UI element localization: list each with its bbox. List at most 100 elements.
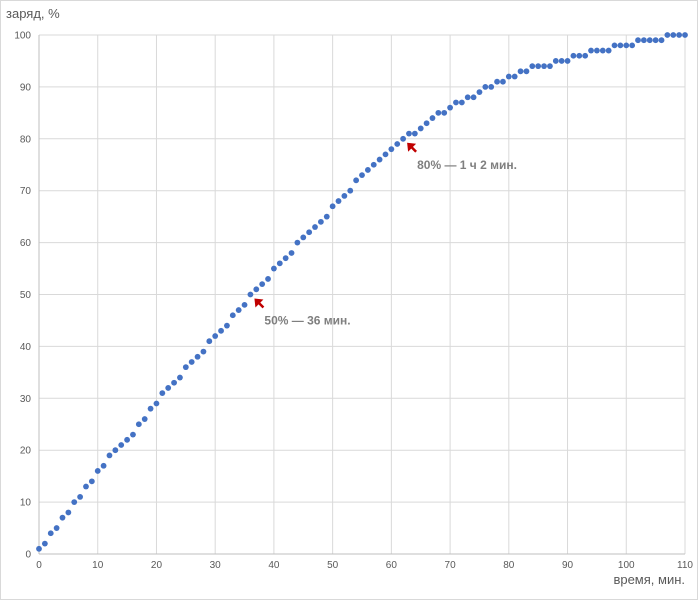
data-point [171,379,177,386]
data-point [652,37,659,44]
x-tick-label: 20 [151,560,163,571]
x-tick-label: 70 [445,560,457,571]
data-point [323,213,330,220]
data-point [623,42,630,49]
data-point [576,52,583,59]
annotation-arrowhead [407,142,417,152]
y-tick-label: 10 [20,498,32,509]
data-point [664,32,671,38]
data-point [83,483,89,490]
data-point [541,63,547,70]
data-point [130,431,136,438]
x-tick-label: 90 [562,560,574,571]
x-tick-labels: 0 10 20 30 40 50 60 70 80 90 100 110 [36,560,693,571]
data-point [71,499,78,505]
y-tick-label: 60 [20,238,32,249]
data-point [676,32,683,38]
x-tick-label: 30 [210,560,222,571]
data-point [147,405,154,412]
data-point [558,58,565,64]
x-tick-label: 40 [268,560,280,571]
data-point [229,312,236,319]
data-point [153,400,160,407]
data-point [682,32,688,38]
y-tick-labels: 0 10 20 30 40 50 60 70 80 90 100 [14,31,31,561]
data-point [218,327,224,334]
data-point [241,301,248,308]
data-point [265,276,271,282]
data-point [617,42,624,49]
data-point [605,47,612,54]
data-point [464,94,471,101]
data-point [599,47,606,54]
data-point [141,416,148,422]
data-point [458,99,465,106]
annotation-label: 80% — 1 ч 2 мин. [417,158,517,172]
data-point [106,452,113,459]
y-tick-label: 0 [25,550,31,561]
data-point [65,509,72,516]
data-point [347,187,354,194]
data-point [505,73,512,80]
data-point [547,63,553,70]
data-point [88,478,95,485]
data-point [588,47,594,54]
x-tick-label: 0 [36,560,42,571]
data-point [247,291,254,298]
data-point [570,52,577,59]
data-point [47,530,54,537]
data-point [611,42,618,49]
data-point [288,250,295,256]
x-tick-label: 100 [618,560,635,571]
data-point [658,37,665,44]
data-point [640,37,647,44]
data-point [341,192,348,199]
data-point [135,421,142,428]
data-point [476,89,483,95]
y-tick-label: 80 [20,134,32,145]
data-point [159,390,166,397]
x-tick-label: 60 [386,560,398,571]
x-tick-label: 50 [327,560,339,571]
data-point [41,540,48,547]
data-point [259,281,266,288]
data-point [376,156,383,163]
annotation: 50% — 36 мин. [254,298,351,328]
data-point [294,239,301,246]
data-point [370,161,377,168]
annotations: 50% — 36 мин. 80% — 1 ч 2 мин. [254,142,517,328]
data-point [282,255,289,262]
data-point [200,348,207,355]
data-point [394,141,401,147]
data-point [564,58,571,64]
gridlines [39,34,686,554]
data-point [388,146,395,153]
data-point [300,234,307,241]
data-point [118,442,125,448]
data-point [423,120,430,127]
data-point [447,104,453,111]
data-point [77,494,84,500]
data-point [276,260,283,267]
data-point [312,224,318,230]
data-point [582,52,589,59]
data-point [646,37,653,44]
data-point [488,84,495,90]
data-point [317,218,324,225]
y-tick-label: 50 [20,290,32,301]
data-point [271,265,277,272]
x-axis-label: время, мин. [613,572,685,587]
data-point [552,58,559,64]
data-point [165,385,172,391]
data-point [594,47,600,54]
annotation: 80% — 1 ч 2 мин. [407,142,517,172]
y-tick-label: 70 [20,186,32,197]
data-point [441,109,448,116]
data-point [353,177,360,184]
data-point [253,286,260,293]
data-point [411,130,418,137]
data-point [182,364,189,371]
data-point [535,63,542,70]
